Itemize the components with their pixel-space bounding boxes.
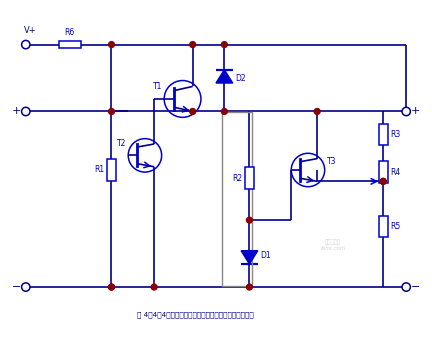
Bar — [378, 216, 388, 237]
Circle shape — [403, 108, 409, 114]
Text: R1: R1 — [95, 166, 105, 174]
Circle shape — [108, 284, 114, 290]
Text: T3: T3 — [327, 157, 336, 166]
Text: −: − — [411, 282, 420, 292]
Text: 图 4－4－4：使用辅助电源的串联负反馈稳压电源电路图: 图 4－4－4：使用辅助电源的串联负反馈稳压电源电路图 — [137, 311, 254, 318]
Text: R3: R3 — [390, 130, 400, 139]
Text: D2: D2 — [235, 73, 245, 83]
Circle shape — [402, 283, 410, 291]
Circle shape — [190, 108, 196, 114]
Text: T2: T2 — [117, 139, 126, 148]
Circle shape — [108, 42, 114, 48]
Bar — [107, 159, 116, 181]
Circle shape — [22, 40, 30, 49]
Text: V+: V+ — [24, 27, 36, 35]
Text: −: − — [12, 282, 21, 292]
Circle shape — [151, 284, 157, 290]
Text: R5: R5 — [390, 222, 400, 231]
Bar — [378, 161, 388, 183]
Bar — [245, 168, 254, 189]
Text: T1: T1 — [152, 82, 162, 90]
Circle shape — [247, 217, 252, 223]
Circle shape — [108, 108, 114, 114]
Circle shape — [222, 108, 227, 114]
Circle shape — [380, 178, 386, 184]
Circle shape — [247, 284, 252, 290]
Text: R2: R2 — [232, 174, 243, 183]
Text: D1: D1 — [260, 251, 270, 260]
Circle shape — [380, 178, 386, 184]
Circle shape — [222, 42, 227, 48]
Circle shape — [314, 108, 320, 114]
Bar — [378, 124, 388, 145]
Circle shape — [108, 284, 114, 290]
Bar — [222, 112, 251, 286]
Text: +: + — [12, 106, 21, 117]
Text: +: + — [411, 106, 420, 117]
Text: R6: R6 — [64, 28, 75, 37]
Circle shape — [22, 283, 30, 291]
Bar — [59, 41, 80, 48]
Text: 电子发烧友
fans.com: 电子发烧友 fans.com — [321, 240, 346, 251]
Polygon shape — [216, 70, 233, 83]
Circle shape — [190, 42, 196, 48]
Text: R4: R4 — [390, 168, 400, 176]
Circle shape — [22, 107, 30, 116]
Circle shape — [402, 107, 410, 116]
Polygon shape — [241, 251, 258, 264]
